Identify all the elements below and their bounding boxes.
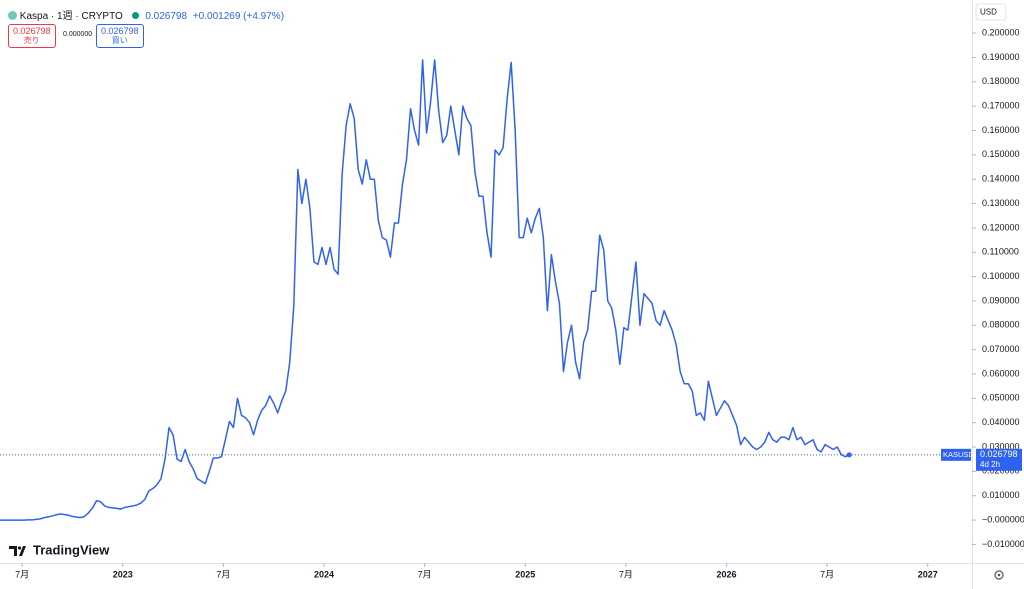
y-tick-label: 0.040000 xyxy=(982,417,1020,427)
sell-label: 売り xyxy=(23,36,40,45)
x-tick-label: 2026 xyxy=(716,569,736,579)
price-axis-value: 0.026798 xyxy=(980,449,1018,459)
x-tick-label: 2023 xyxy=(113,569,133,579)
x-tick-label: 7月 xyxy=(820,569,834,579)
change: +0.001269 (+4.97%) xyxy=(192,11,285,22)
y-tick-label: 0.050000 xyxy=(982,393,1020,403)
buy-button[interactable]: 0.026798 買い xyxy=(96,24,144,48)
brand: TradingView xyxy=(33,542,110,557)
y-tick-label: 0.190000 xyxy=(982,52,1020,62)
buy-price: 0.026798 xyxy=(101,26,139,36)
price-tag xyxy=(941,448,971,461)
x-tick-label: 7月 xyxy=(619,569,633,579)
symbol-icon xyxy=(8,11,17,20)
settings-icon-dot xyxy=(997,573,1001,577)
x-tick-label: 2027 xyxy=(918,569,938,579)
price-line xyxy=(0,59,850,521)
x-tick-label: 2025 xyxy=(515,569,535,579)
y-tick-label: 0.100000 xyxy=(982,271,1020,281)
sell-price: 0.026798 xyxy=(13,26,51,36)
y-tick-label: 0.120000 xyxy=(982,222,1020,232)
settings-icon[interactable] xyxy=(994,570,1004,580)
last-price: 0.026798 xyxy=(145,11,188,22)
y-tick-label: 0.110000 xyxy=(982,247,1019,257)
y-tick-label: 0.080000 xyxy=(982,320,1020,330)
ticker-label: KASUSD xyxy=(943,450,974,459)
y-tick-label: 0.130000 xyxy=(982,198,1020,208)
y-tick-label: 0.180000 xyxy=(982,76,1020,86)
market-status xyxy=(131,12,139,19)
y-tick-label: 0.170000 xyxy=(982,101,1020,111)
y-tick-label: 0.060000 xyxy=(982,368,1020,378)
x-tick-label: 7月 xyxy=(418,569,432,579)
y-tick-label: 0.070000 xyxy=(982,344,1020,354)
x-tick-label: 7月 xyxy=(216,569,230,579)
y-tick-label: −0.000000 xyxy=(982,514,1024,524)
sell-button[interactable]: 0.026798 売り xyxy=(8,24,56,48)
y-tick-label: 0.010000 xyxy=(982,490,1020,500)
y-tick-label: 0.150000 xyxy=(982,149,1020,159)
symbol-title[interactable]: Kaspa · 1週 · CRYPTO xyxy=(19,11,123,22)
buy-label: 買い xyxy=(111,36,128,45)
logo-mark xyxy=(9,546,26,556)
price-axis-tag xyxy=(976,448,1022,471)
logo-dot xyxy=(17,546,22,550)
x-tick-label: 7月 xyxy=(15,569,29,579)
y-tick-label: 0.200000 xyxy=(982,27,1020,37)
currency-button[interactable] xyxy=(975,3,1007,21)
countdown: 4d 2h xyxy=(980,460,1000,469)
currency[interactable]: USD xyxy=(980,8,997,17)
spread: 0.000000 xyxy=(63,31,93,38)
y-tick-label: 0.160000 xyxy=(982,125,1020,135)
last-point xyxy=(846,452,852,458)
y-tick-label: 0.030000 xyxy=(982,441,1020,451)
x-tick-label: 2024 xyxy=(314,569,334,579)
logo[interactable]: TradingView xyxy=(9,542,110,557)
y-tick-label: 0.090000 xyxy=(982,295,1020,305)
y-tick-label: 0.140000 xyxy=(982,174,1020,184)
y-tick-label: −0.010000 xyxy=(982,539,1024,549)
header: Kaspa · 1週 · CRYPTO 0.026798 +0.001269 (… xyxy=(8,7,284,22)
